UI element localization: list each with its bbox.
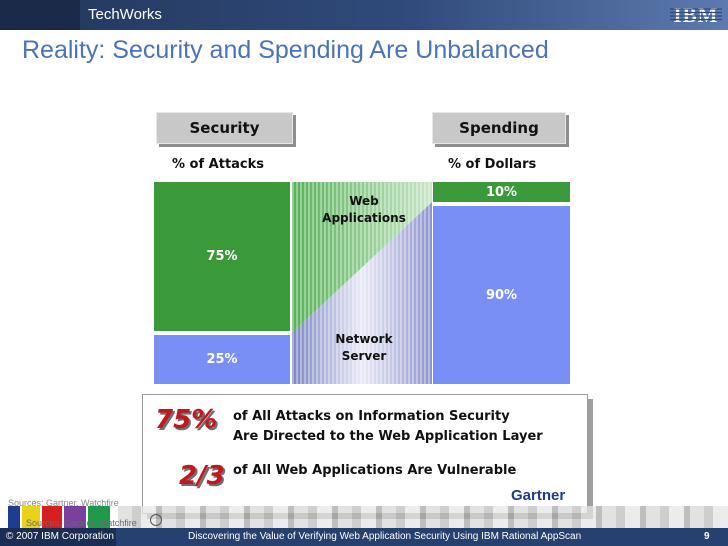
stat-two-thirds: 2/3 bbox=[179, 461, 225, 491]
stat1-line1: of All Attacks on Information Security bbox=[233, 409, 510, 424]
footer-color-block bbox=[8, 506, 20, 528]
stat-75-percent: 75% bbox=[155, 405, 218, 435]
security-subtitle: % of Attacks bbox=[172, 157, 265, 172]
spending-header: Spending bbox=[432, 112, 566, 144]
connector-bottom-label: Network Server bbox=[335, 332, 393, 363]
spending-web-apps-label: 10% bbox=[485, 184, 518, 200]
footer-presentation-title: Discovering the Value of Verifying Web A… bbox=[188, 531, 582, 542]
footer-circle-icon bbox=[150, 514, 162, 526]
footer-color-block bbox=[22, 506, 40, 528]
security-network-segment: 25% bbox=[154, 335, 290, 384]
slide-title: Reality: Security and Spending Are Unbal… bbox=[22, 36, 549, 64]
stat2-text: of All Web Applications Are Vulnerable bbox=[233, 463, 517, 478]
footer-left-block bbox=[0, 528, 116, 546]
footer-color-block bbox=[64, 506, 86, 528]
header-bar bbox=[0, 0, 728, 30]
security-network-label: 25% bbox=[206, 352, 238, 367]
header-accent bbox=[0, 0, 80, 30]
connector-top-label: Web Applications bbox=[322, 194, 406, 225]
security-bar: 75% 25% bbox=[154, 182, 290, 384]
footer-bar bbox=[0, 528, 728, 546]
spending-network-label: 90% bbox=[485, 287, 518, 303]
footer-color-block bbox=[42, 506, 62, 528]
sources-note-duplicate: Sources: Gartner, Watchfire bbox=[26, 518, 137, 528]
footer-photo-strip bbox=[118, 506, 728, 528]
spending-network-segment: 90% bbox=[433, 206, 570, 384]
connector-graphic bbox=[292, 182, 432, 384]
footer-copyright: © 2007 IBM Corporation bbox=[6, 531, 114, 542]
callout-box: 75% of All Attacks on Information Securi… bbox=[142, 394, 588, 514]
security-web-apps-label: 75% bbox=[206, 249, 238, 264]
brand-name: TechWorks bbox=[88, 6, 162, 23]
spending-subtitle: % of Dollars bbox=[448, 157, 537, 172]
spending-bar: 10% 90% bbox=[433, 182, 570, 384]
sources-note: Sources: Gartner, Watchfire bbox=[8, 498, 119, 508]
spending-web-apps-segment: 10% bbox=[433, 182, 570, 202]
stat1-line2: Are Directed to the Web Application Laye… bbox=[233, 429, 543, 444]
ibm-logo-text: IBM bbox=[674, 4, 719, 26]
security-header: Security bbox=[156, 112, 293, 144]
ibm-logo: IBM bbox=[670, 4, 722, 26]
security-web-apps-segment: 75% bbox=[154, 182, 290, 331]
footer-color-block bbox=[88, 506, 110, 528]
gartner-logo: Gartner bbox=[511, 487, 566, 504]
footer-page-number: 9 bbox=[704, 531, 710, 542]
